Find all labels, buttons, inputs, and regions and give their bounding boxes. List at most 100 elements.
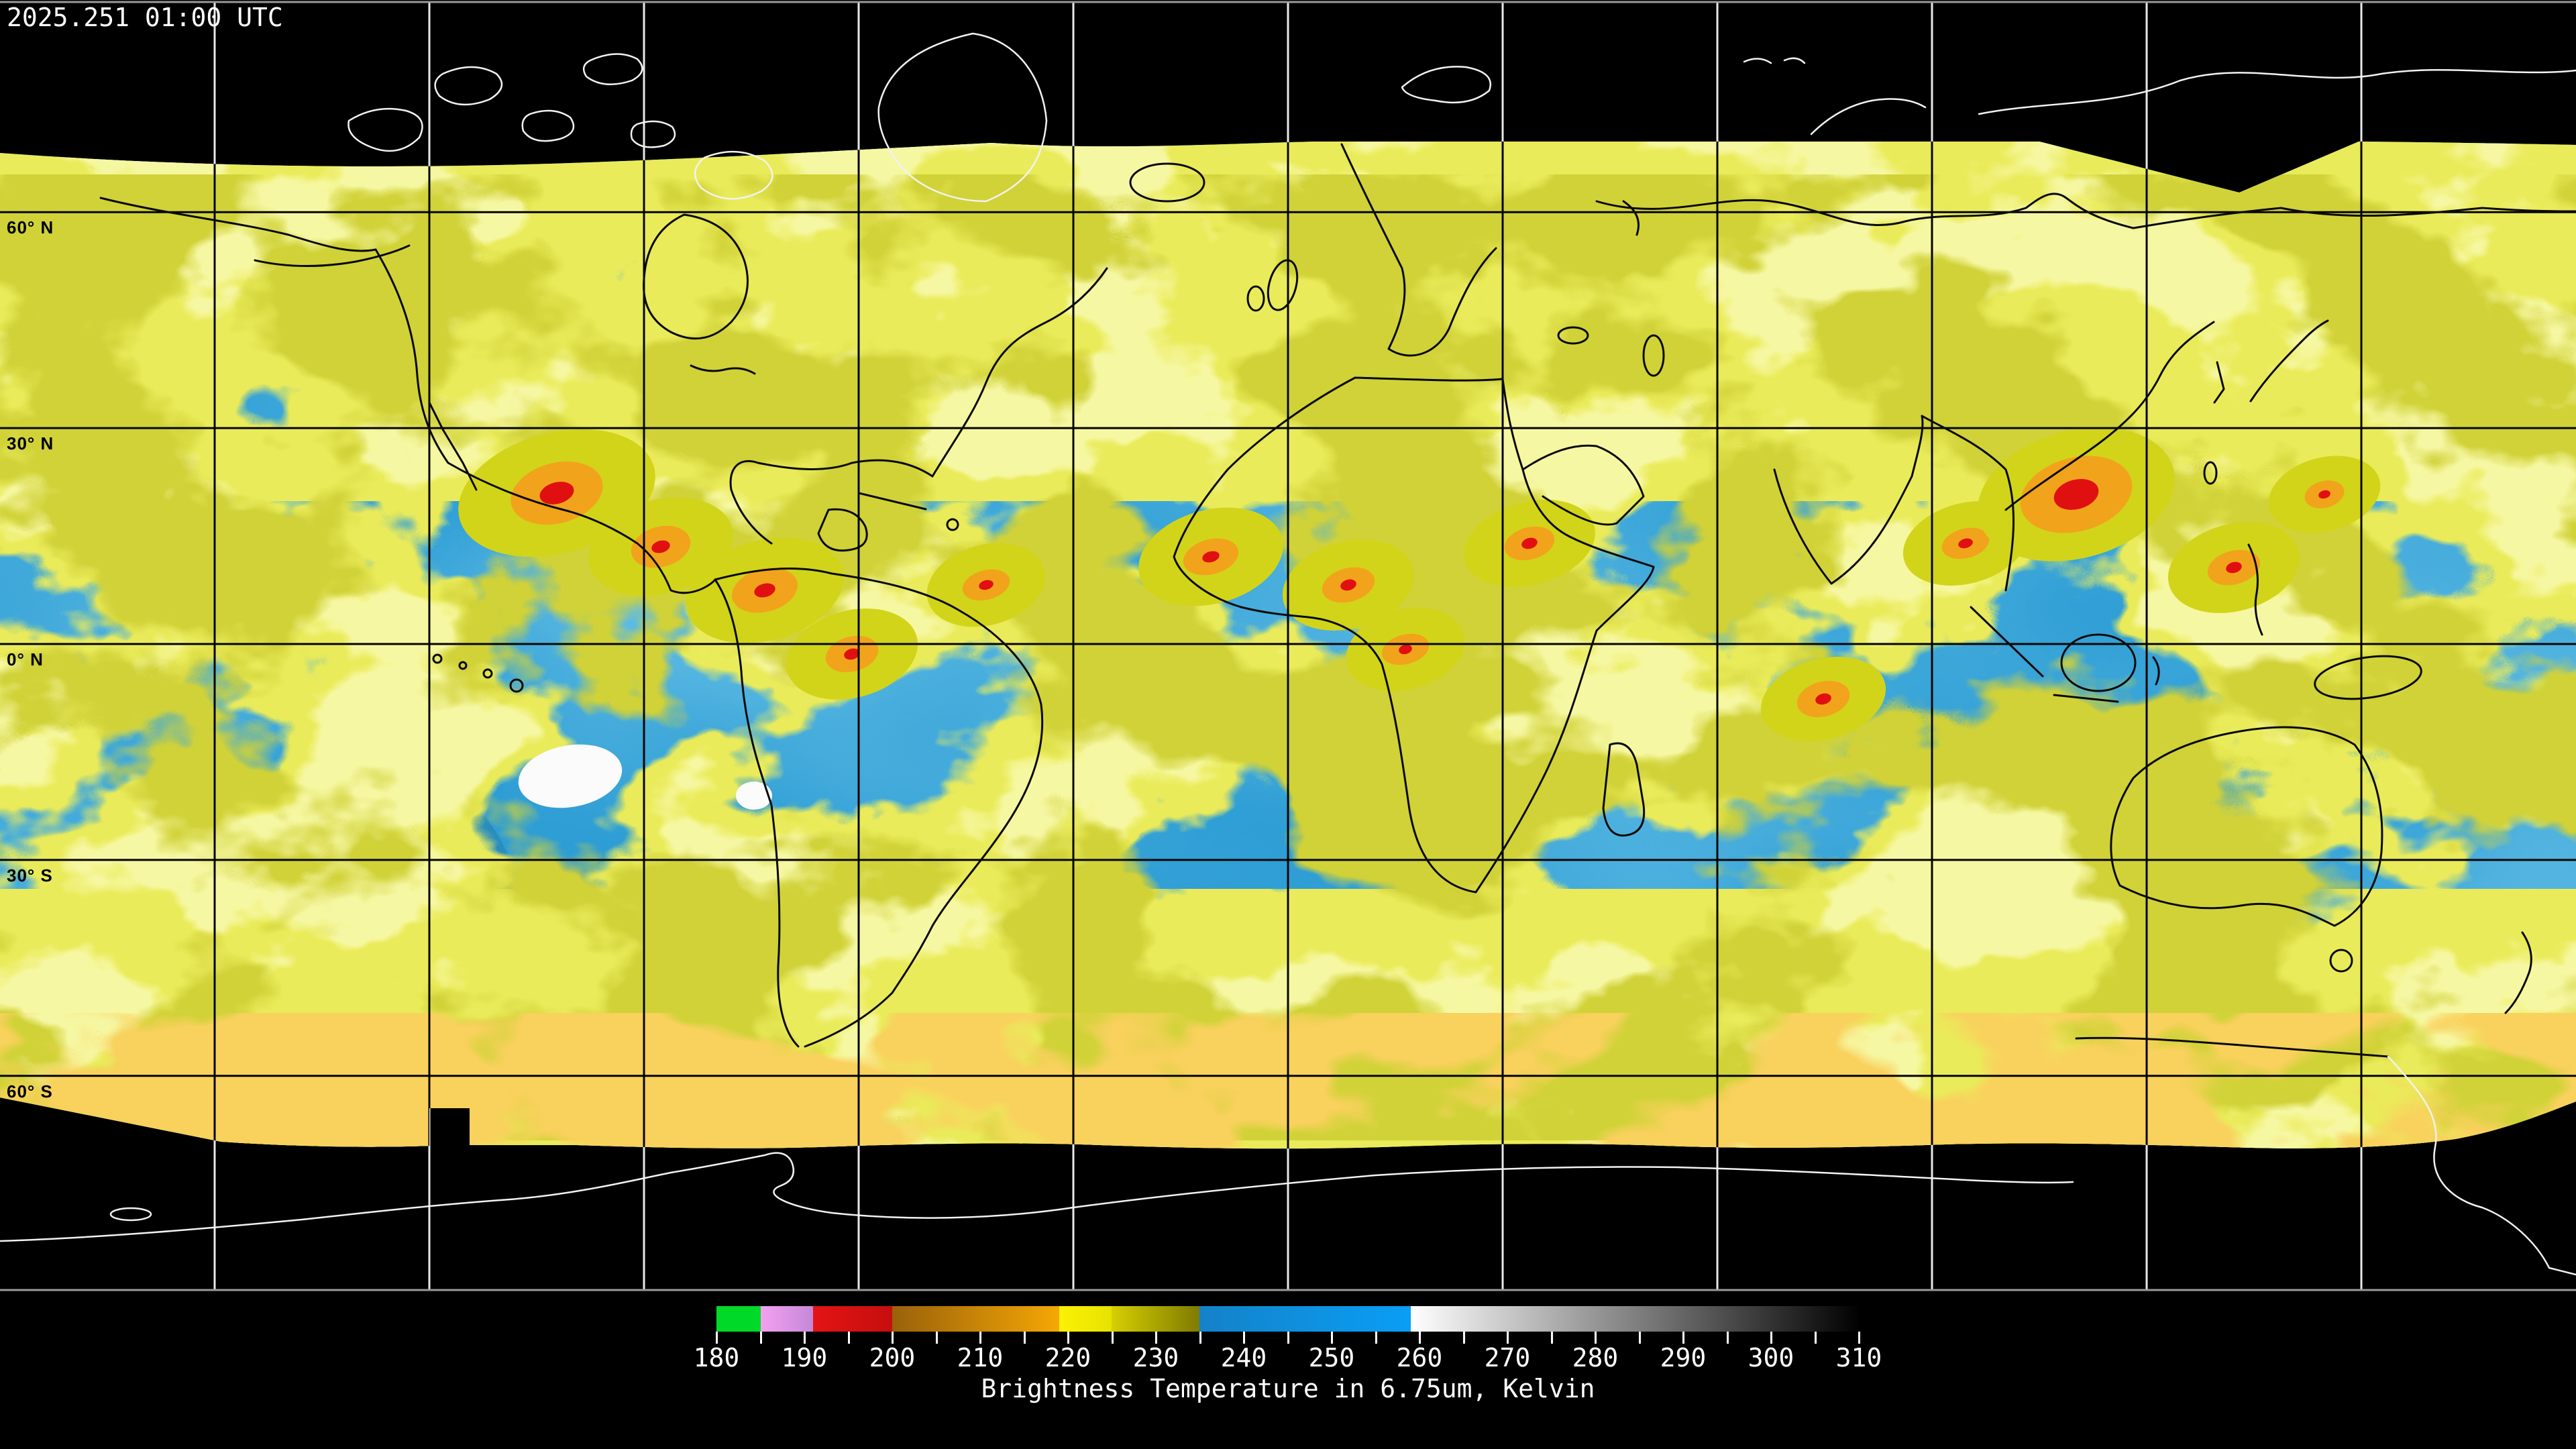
coast-hawaii-2 <box>458 661 468 670</box>
convective-cluster <box>1978 427 2175 561</box>
colorbar-segment <box>760 1306 814 1332</box>
coast-svalbard <box>1401 66 1491 104</box>
coast-taymyr <box>1978 68 2576 115</box>
colorbar-tick <box>1858 1332 1860 1344</box>
colorbar-tick <box>1727 1332 1729 1344</box>
graticule-dark-lines <box>0 142 2576 1149</box>
colorbar-segment <box>1199 1306 1411 1332</box>
colorbar-tick <box>760 1332 762 1344</box>
colorbar-tick <box>979 1332 981 1344</box>
coast-antarctica-east <box>2387 1055 2576 1276</box>
colorbar-tick <box>804 1332 806 1344</box>
convective-cluster <box>926 543 1046 627</box>
colorbar-tick-label: 220 <box>1044 1343 1091 1373</box>
coast-hawaii-1 <box>432 653 443 664</box>
convective-cluster-layer <box>2318 490 2330 499</box>
coast-taiwan <box>2203 461 2218 485</box>
coast-ireland <box>1246 285 1265 312</box>
coast-black-sea <box>1557 326 1589 345</box>
coast-java <box>2053 694 2119 703</box>
latitude-label: 60° N <box>7 217 54 238</box>
colorbar-tick <box>848 1332 850 1344</box>
coast-na-west <box>374 248 716 594</box>
convective-cluster-layer <box>1202 551 1220 563</box>
convective-cluster <box>458 429 655 557</box>
colorbar-tick-label: 240 <box>1220 1343 1267 1373</box>
colorbar-tick-label: 250 <box>1308 1343 1355 1373</box>
colorbar-tick <box>892 1332 894 1344</box>
coast-sa-west <box>714 578 800 1048</box>
convective-cluster-layer <box>1399 644 1412 655</box>
coast-korea <box>2213 361 2225 404</box>
colorbar-tick <box>1639 1332 1641 1344</box>
convective-cluster <box>1760 657 1886 741</box>
convective-cluster-layer <box>754 583 775 598</box>
convective-cluster-layer <box>2226 561 2242 574</box>
coast-great-lakes <box>690 364 756 375</box>
colorbar-tick <box>1024 1332 1026 1344</box>
colorbar <box>716 1306 1859 1332</box>
coast-borneo <box>2060 633 2137 692</box>
convective-cluster-layer <box>2053 478 2099 511</box>
convective-cluster-layer <box>1340 579 1356 591</box>
colorbar-tick <box>1815 1332 1817 1344</box>
coast-alaska <box>99 197 377 252</box>
colorbar-tick <box>1155 1332 1157 1344</box>
coast-tasmania <box>2329 949 2353 973</box>
coast-antarctica-main <box>0 1152 2074 1242</box>
coast-arctic-canada-1 <box>347 107 423 152</box>
convective-cluster-layer <box>844 648 860 660</box>
coast-madagascar <box>1602 742 1646 837</box>
coast-scandinavia <box>1340 143 1497 357</box>
convective-cluster-layer <box>1958 538 1973 549</box>
white-cloud-blob-small <box>736 782 772 810</box>
coast-india <box>1773 415 1924 585</box>
coast-yucatan <box>817 508 868 552</box>
coast-hispaniola <box>946 518 959 531</box>
convective-cluster-layer <box>539 482 574 504</box>
latitude-label: 0° N <box>7 649 44 669</box>
colorbar-tick <box>1375 1332 1377 1344</box>
coast-china <box>2004 321 2215 511</box>
coastlines-dark <box>99 143 2576 1058</box>
coast-arctic-canada-2 <box>434 66 503 106</box>
coast-sumatra <box>1970 606 2044 678</box>
colorbar-tick-label: 260 <box>1396 1343 1443 1373</box>
coast-antarctica-on-data <box>2075 1036 2390 1058</box>
coast-sa-north-east <box>714 568 1044 1048</box>
colorbar-tick <box>1243 1332 1245 1344</box>
colorbar-segment <box>1112 1306 1200 1332</box>
colorbar-tick-label: 310 <box>1835 1343 1882 1373</box>
colorbar-tick <box>1112 1332 1114 1344</box>
colorbar-tick <box>1199 1332 1201 1344</box>
coast-new-guinea <box>2314 655 2422 700</box>
coast-arctic-canada-5 <box>630 120 676 148</box>
latitude-label: 30° N <box>7 433 54 454</box>
convective-cluster-layer <box>1521 537 1538 549</box>
coast-hawaii-4 <box>509 678 524 693</box>
coast-hudson-bay <box>643 213 749 340</box>
coast-gulf-mexico <box>729 459 934 545</box>
colorbar-tick <box>716 1332 718 1344</box>
coast-cuba <box>857 492 927 511</box>
coast-arctic-canada-4 <box>582 53 643 85</box>
colorbar-tick-label: 180 <box>693 1343 740 1373</box>
convective-cluster-layer <box>979 580 994 590</box>
convective-cluster <box>1282 539 1415 631</box>
colorbar-tick <box>1595 1332 1597 1344</box>
colorbar-segment <box>1059 1306 1112 1332</box>
colorbar-segment <box>892 1306 1059 1332</box>
colorbar-tick-label: 300 <box>1748 1343 1794 1373</box>
coast-franz-josef <box>1743 57 1806 64</box>
convective-cluster <box>1464 499 1595 588</box>
colorbar-tick-label: 280 <box>1572 1343 1619 1373</box>
coast-white-sea <box>1622 200 1640 236</box>
convective-cluster <box>588 497 733 596</box>
coastlines-light <box>0 32 2576 1276</box>
coast-greenland <box>877 32 1048 203</box>
latitude-label: 60° S <box>7 1081 53 1102</box>
colorbar-tick-label: 270 <box>1484 1343 1531 1373</box>
colorbar-tick <box>1682 1332 1684 1344</box>
